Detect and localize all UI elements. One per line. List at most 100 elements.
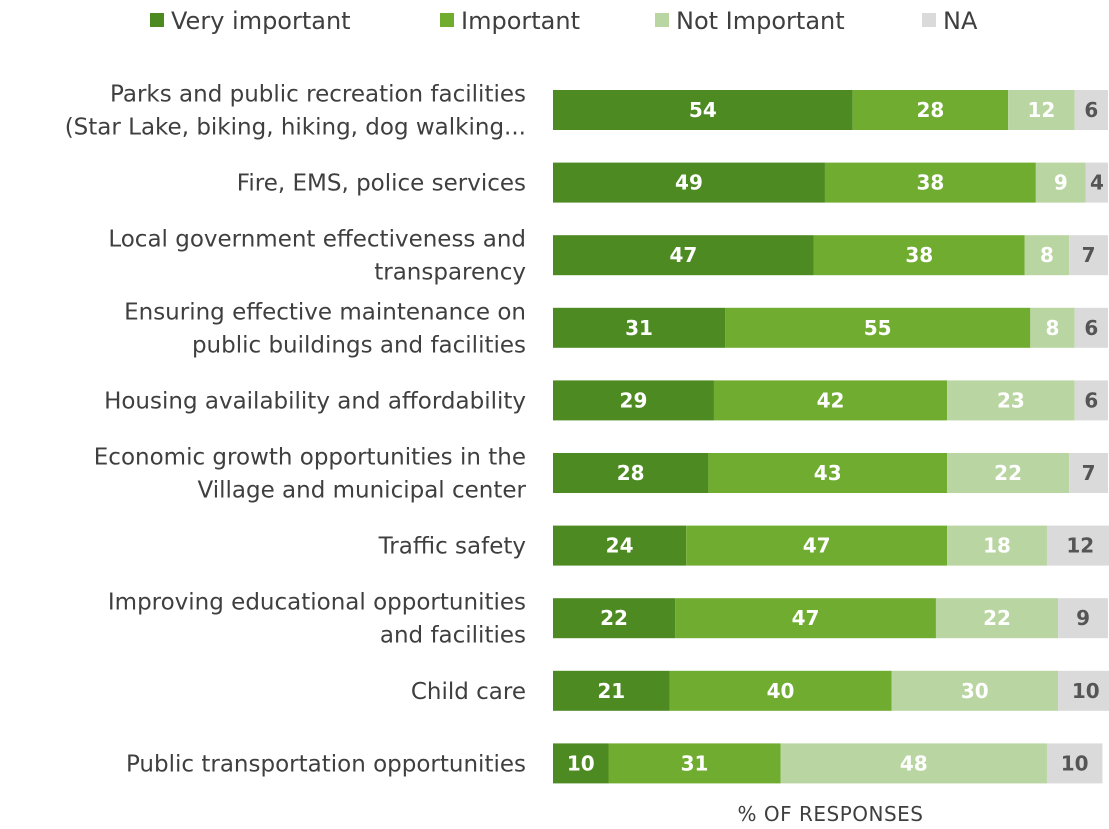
bar-row: 10 31 48 10: [553, 743, 1103, 784]
category-label: Fire, EMS, police services: [237, 171, 526, 197]
bar-segment-very-important: [553, 598, 676, 639]
bar-segment-very-important: [553, 670, 670, 711]
bar-segment-not-important: [947, 380, 1075, 421]
bar-segment-na: [1085, 162, 1108, 203]
category-label: Ensuring effective maintenance on: [124, 299, 526, 325]
category-label: Village and municipal center: [197, 478, 526, 504]
data-label: 9: [1054, 171, 1068, 195]
bar-segment-very-important: [553, 743, 609, 784]
data-label: 47: [792, 606, 820, 630]
data-label: 22: [983, 606, 1011, 630]
legend-item-not-important: Not Important: [655, 7, 845, 35]
bar-segment-na: [1069, 235, 1108, 276]
data-label: 7: [1082, 461, 1096, 485]
data-label: 47: [803, 534, 831, 558]
bar-segment-important: [824, 162, 1036, 203]
bar-row: 29 42 23 6: [553, 380, 1108, 421]
bar-segment-very-important: [553, 380, 714, 421]
legend-swatch: [655, 13, 669, 27]
legend-item-important: Important: [440, 7, 580, 35]
data-label: 18: [983, 534, 1011, 558]
bar-segment-important: [608, 743, 781, 784]
bar-row: 28 43 22 7: [553, 453, 1108, 493]
category-label: Housing availability and affordability: [104, 388, 526, 414]
category-label: Child care: [411, 679, 526, 705]
data-label: 47: [670, 243, 698, 267]
legend-label: Very important: [171, 7, 351, 35]
data-label: 23: [997, 388, 1025, 412]
data-label: 29: [620, 388, 648, 412]
bar-segment-na: [1058, 598, 1108, 639]
legend-item-very-important: Very important: [150, 7, 351, 35]
bar-segment-important: [813, 235, 1025, 276]
data-label: 31: [625, 316, 653, 340]
category-labels: Parks and public recreation facilities (S…: [65, 82, 527, 778]
data-label: 12: [1066, 534, 1094, 558]
bar-segment-important: [686, 525, 948, 566]
data-label: 30: [961, 679, 989, 703]
bar-segment-very-important: [553, 162, 825, 203]
legend-item-na: NA: [922, 7, 978, 35]
bar-segment-not-important: [1008, 90, 1075, 130]
bar-segment-not-important: [1035, 162, 1086, 203]
bar-row: 22 47 22 9: [553, 598, 1108, 639]
bar-row: 49 38 9 4: [553, 162, 1108, 203]
category-label: transparency: [374, 260, 526, 286]
category-label: Economic growth opportunities in the: [94, 445, 526, 471]
category-label: Local government effectiveness and: [108, 227, 526, 253]
legend-label: Important: [461, 7, 580, 35]
bar-segment-not-important: [935, 598, 1059, 639]
bar-segment-na: [1058, 670, 1109, 711]
data-label: 55: [864, 316, 892, 340]
data-label: 10: [1061, 751, 1089, 775]
bar-segment-important: [725, 307, 1031, 348]
bar-segment-important: [675, 598, 936, 639]
data-label: 42: [817, 388, 845, 412]
data-label: 9: [1076, 606, 1090, 630]
x-axis-title: % OF RESPONSES: [738, 802, 924, 826]
data-label: 4: [1090, 171, 1104, 195]
legend-swatch: [150, 13, 164, 27]
bar-segment-not-important: [947, 453, 1070, 493]
bar-segment-na: [1046, 743, 1103, 784]
data-label: 28: [916, 98, 944, 122]
bar-segment-not-important: [1030, 307, 1075, 348]
bars: 54 28 12 649 38 9 447 38 8 731 55 8 629 42 23 628 43 22 72…: [553, 90, 1109, 784]
data-label: 38: [916, 171, 944, 195]
bar-segment-very-important: [553, 235, 814, 276]
bar-segment-na: [1046, 525, 1109, 566]
data-label: 31: [681, 751, 709, 775]
data-label: 8: [1046, 316, 1060, 340]
bar-row: 24 47 18 12: [553, 525, 1109, 566]
legend-swatch: [922, 13, 936, 27]
bar-segment-na: [1069, 453, 1108, 493]
category-label: Improving educational opportunities: [108, 590, 526, 616]
bar-segment-not-important: [891, 670, 1059, 711]
data-label: 24: [606, 534, 634, 558]
bar-segment-important: [852, 90, 1009, 130]
data-label: 10: [1072, 679, 1100, 703]
bar-segment-na: [1074, 307, 1108, 348]
data-label: 22: [994, 461, 1022, 485]
bar-segment-very-important: [553, 90, 853, 130]
bar-row: 21 40 30 10: [553, 670, 1109, 711]
data-label: 48: [900, 751, 928, 775]
bar-segment-na: [1074, 380, 1108, 421]
bar-row: 54 28 12 6: [553, 90, 1108, 130]
bar-segment-not-important: [1024, 235, 1070, 276]
category-label: Public transportation opportunities: [126, 751, 526, 777]
bar-segment-important: [669, 670, 892, 711]
legend-swatch: [440, 13, 454, 27]
bar-row: 31 55 8 6: [553, 307, 1108, 348]
data-label: 7: [1082, 243, 1096, 267]
legend: Very important Important Not Important NA: [150, 7, 978, 35]
bar-segment-very-important: [553, 525, 687, 566]
bar-segment-not-important: [947, 525, 1047, 566]
data-label: 28: [617, 461, 645, 485]
data-label: 38: [905, 243, 933, 267]
category-label: Parks and public recreation facilities: [110, 82, 526, 108]
bar-segment-very-important: [553, 307, 726, 348]
data-label: 6: [1084, 98, 1098, 122]
legend-label: Not Important: [676, 7, 845, 35]
